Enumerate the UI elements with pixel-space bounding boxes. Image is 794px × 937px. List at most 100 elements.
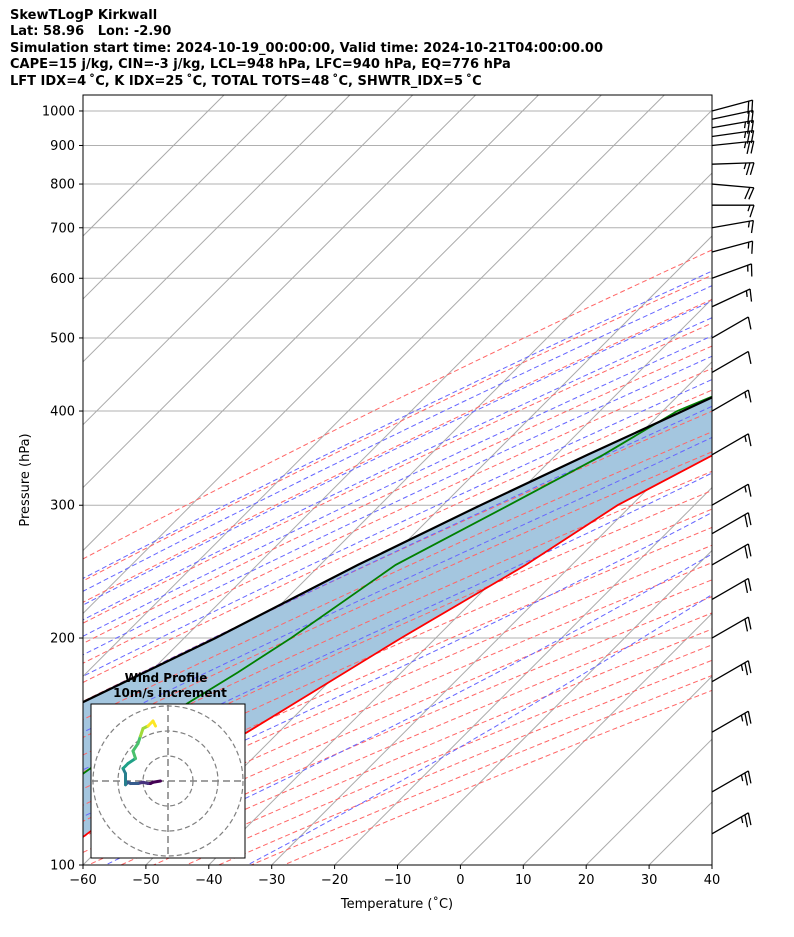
barb-flag — [744, 187, 751, 200]
moist-adiabat — [83, 436, 712, 733]
barb-shaft — [711, 263, 752, 279]
barb-flag — [747, 616, 752, 630]
wind-barb — [711, 483, 752, 506]
barb-flag — [747, 770, 752, 784]
barb-flag — [750, 220, 755, 234]
barb-shaft — [711, 577, 749, 601]
parcel-profile — [83, 396, 712, 704]
dry-adiabat — [153, 628, 712, 865]
moist-adiabat — [83, 317, 712, 621]
wind-barb — [711, 288, 753, 308]
barb-shaft — [711, 316, 749, 339]
barb-shaft — [711, 240, 753, 253]
barb-flag — [747, 389, 752, 403]
wind-barb — [711, 350, 752, 374]
isotherm-line — [397, 549, 712, 865]
dry-adiabat — [83, 544, 712, 822]
dry-adiabat — [218, 659, 712, 865]
isotherm-line — [522, 675, 712, 865]
barb-flag — [744, 772, 749, 786]
y-tick-label: 1000 — [42, 104, 75, 119]
barb-shaft — [711, 543, 749, 566]
y-tick-label: 900 — [50, 139, 75, 154]
dry-adiabat — [83, 470, 712, 756]
wind-barb — [711, 660, 752, 683]
isotherm-line — [460, 612, 712, 865]
barb-half-flag — [740, 816, 744, 824]
isotherm-line — [83, 95, 602, 615]
wind-barb — [711, 389, 752, 412]
barb-flag — [747, 484, 752, 497]
station-title: SkewTLogP Kirkwall — [10, 8, 158, 23]
moist-adiabat — [83, 378, 712, 677]
x-tick-label: −50 — [132, 873, 159, 888]
barb-flag — [747, 316, 752, 330]
isotherm-line — [83, 95, 665, 678]
barb-half-flag — [747, 221, 751, 228]
barb-flag — [747, 512, 752, 526]
isotherm-line — [83, 95, 288, 300]
mixing-ratio-line — [756, 95, 794, 278]
barb-flag — [749, 288, 753, 302]
wind-barb — [711, 433, 752, 456]
isotherm-line — [648, 801, 712, 865]
y-tick-label: 300 — [50, 499, 75, 514]
barb-shaft — [711, 710, 749, 733]
simulation-times: Simulation start time: 2024-10-19_00:00:… — [10, 40, 603, 56]
barb-flag — [744, 814, 749, 828]
x-tick-label: 20 — [578, 873, 595, 888]
wind-barb — [711, 616, 752, 639]
inset-title: Wind Profile — [125, 671, 208, 685]
barb-shaft — [711, 140, 754, 147]
barb-half-flag — [743, 162, 747, 170]
wind-barb — [711, 219, 755, 234]
wind-barb — [711, 512, 752, 535]
dewpoint-profile — [83, 395, 712, 775]
y-tick-label: 200 — [50, 632, 75, 647]
y-tick-label: 600 — [50, 272, 75, 287]
hodograph-segment — [126, 757, 137, 765]
barb-half-flag — [740, 664, 744, 672]
wind-barb — [712, 204, 755, 218]
barb-flag — [744, 545, 749, 559]
wind-barb — [711, 710, 752, 733]
wind-profile-inset: Wind Profile 10m/s increment — [90, 671, 246, 859]
barb-shaft — [711, 219, 754, 229]
barb-shaft — [711, 389, 749, 412]
dry-adiabat — [83, 298, 712, 603]
barb-flag — [750, 140, 755, 154]
dry-adiabat — [251, 674, 712, 865]
barb-half-flag — [743, 121, 747, 129]
moist-adiabat — [83, 285, 712, 592]
barb-shaft — [711, 288, 751, 308]
moist-adiabat — [83, 405, 712, 703]
x-tick-label: −20 — [321, 873, 348, 888]
barb-half-flag — [747, 204, 751, 212]
barb-flag — [744, 713, 749, 726]
y-tick-label: 500 — [50, 331, 75, 346]
wind-barb — [711, 263, 753, 279]
wind-barb — [711, 577, 752, 601]
wind-barb — [711, 812, 752, 835]
x-tick-label: −40 — [195, 873, 222, 888]
profile-lines — [83, 395, 712, 839]
wind-barb — [711, 316, 752, 339]
isotherm-line — [83, 95, 351, 363]
barb-shaft — [711, 130, 754, 138]
x-tick-label: 40 — [704, 873, 721, 888]
hodograph-segment — [151, 719, 157, 728]
barb-shaft — [711, 350, 749, 374]
wind-barb — [711, 183, 755, 200]
barb-flag — [744, 514, 749, 528]
x-tick-label: −60 — [69, 873, 96, 888]
barb-flag — [747, 660, 752, 674]
barb-flag — [747, 543, 752, 557]
wind-barbs — [711, 99, 755, 835]
isotherm-line — [145, 298, 712, 865]
barb-flag — [747, 711, 752, 724]
barb-shaft — [711, 99, 753, 112]
barb-half-flag — [745, 290, 748, 298]
barb-shaft — [711, 512, 749, 535]
isotherm-line — [83, 95, 225, 237]
barb-shaft — [711, 433, 749, 456]
